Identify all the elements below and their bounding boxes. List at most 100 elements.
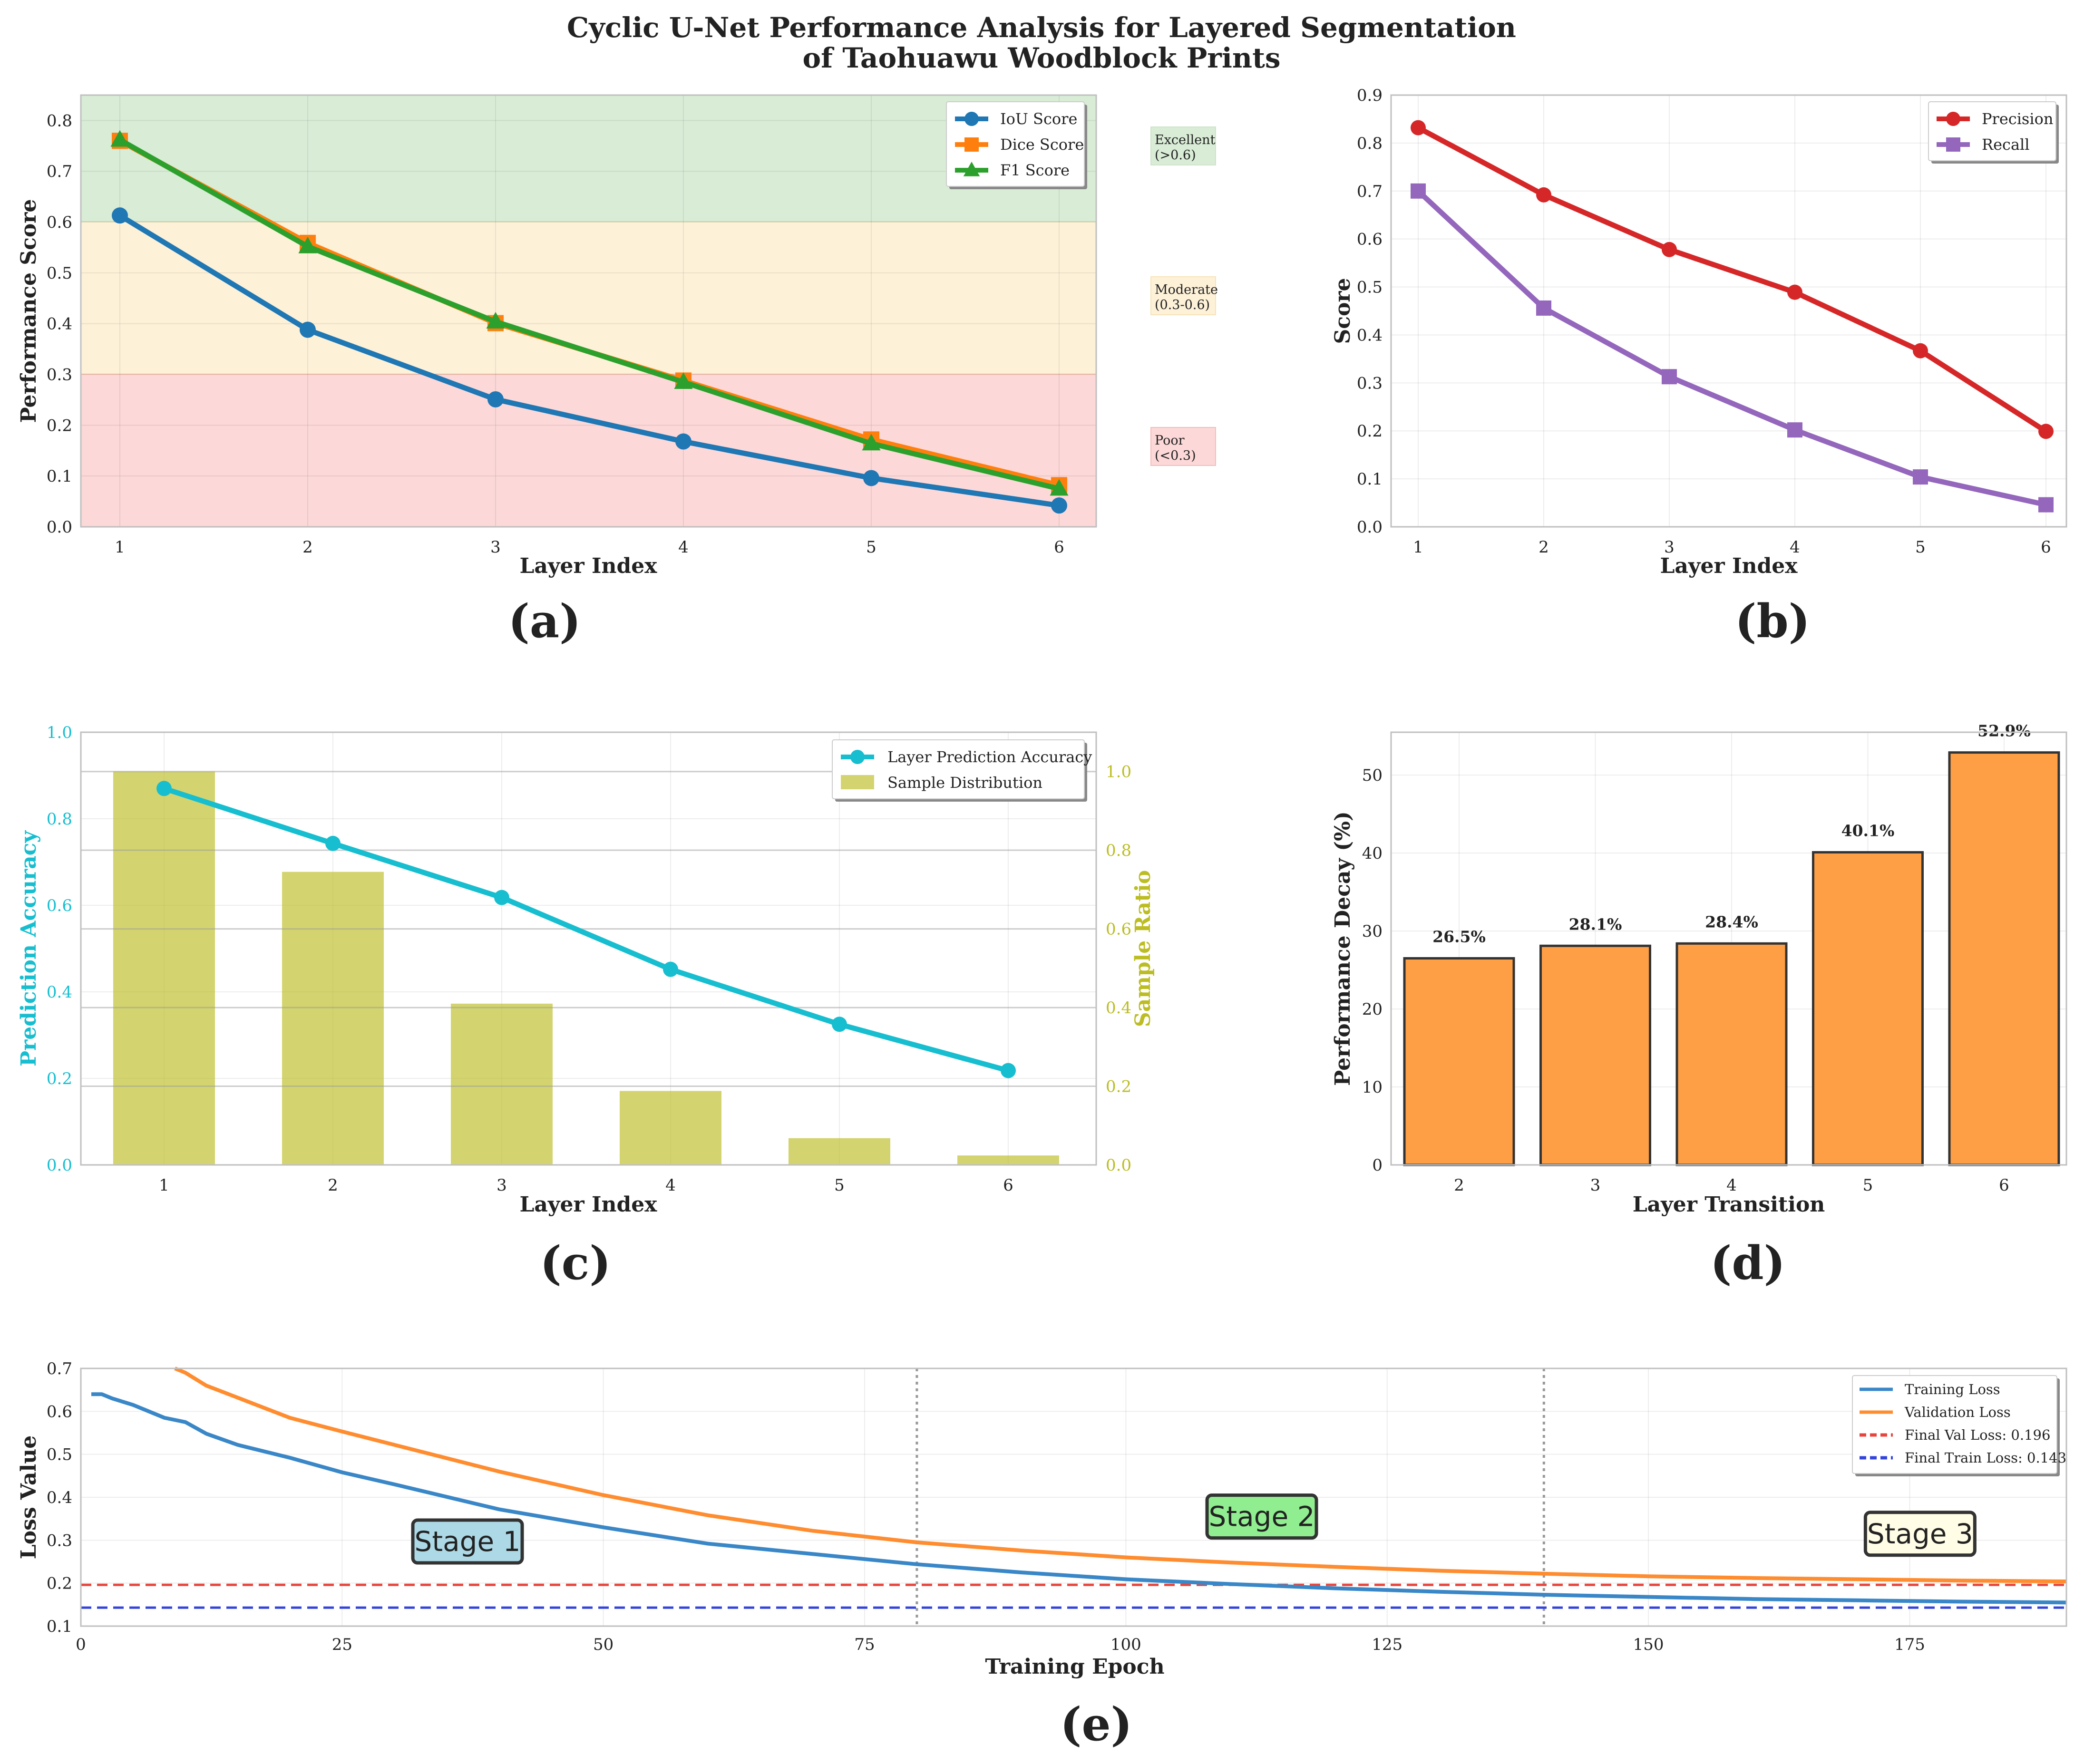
stage-annotation-box [1205,1493,1318,1540]
x-tick-label: 5 [834,1176,845,1195]
y-tick-label: 0.5 [47,264,72,283]
y-tick-label-left: 0.0 [47,1156,72,1175]
x-tick-label: 6 [1999,1176,2009,1195]
zone-label-box [1150,427,1216,466]
zone-label: (0.3-0.6) [1155,298,1210,312]
bar-value-label: 26.5% [1432,927,1486,946]
panel-label: (e) [1060,1697,1132,1751]
zone-label-box [1150,126,1216,165]
x-tick-label: 3 [497,1176,507,1195]
y-tick-label: 0.9 [1357,86,1383,105]
legend-label: Validation Loss [1904,1404,2011,1420]
series-line-recall [1416,189,2047,507]
data-point [1051,497,1067,514]
y-tick-label-left: 1.0 [47,723,72,742]
y-axis-label: Loss Value [17,1435,41,1559]
y-tick-label: 0.8 [47,111,72,130]
y-axis-label: Performance Score [17,199,41,423]
y-tick-label: 0.4 [47,315,72,334]
series-line-f1-score [118,137,1060,492]
y-tick-label-right: 0.0 [1106,1156,1131,1175]
y-tick-label: 0.2 [47,1574,72,1593]
x-tick-label: 3 [1590,1176,1601,1195]
y-tick-label: 0.7 [1357,182,1383,201]
y-tick-label-right: 0.8 [1106,841,1131,860]
x-tick-label: 4 [1726,1176,1737,1195]
decay-bar [1675,942,1788,1166]
legend-label: IoU Score [1000,110,1077,128]
legend-marker [1946,137,1960,152]
y-tick-label-left: 0.2 [47,1069,72,1088]
data-point [1001,1063,1016,1078]
data-point [1536,187,1551,203]
plot-frame [80,1367,2067,1627]
zone-label: Poor [1155,433,1185,448]
zone-label: Excellent [1155,133,1216,147]
data-point [1411,183,1426,199]
y-tick-label: 50 [1362,766,1383,785]
sample-bar [957,1155,1059,1165]
x-tick-label: 1 [1413,538,1423,557]
y-tick-label: 0.6 [47,213,72,232]
y-axis-label-right: Sample Ratio [1131,870,1155,1027]
y-tick-label: 0.2 [47,416,72,435]
zone-label: (<0.3) [1155,448,1196,463]
bar-value-label: 28.4% [1705,912,1758,931]
bar-value-label: 52.9% [1977,722,2031,740]
y-axis-label: Score [1331,278,1355,344]
y-tick-label: 0.3 [47,1531,72,1550]
stage-annotation-box [1863,1511,1977,1557]
legend-label: Training Loss [1905,1381,2000,1397]
data-point [298,236,317,253]
data-point [325,835,341,851]
data-point [674,372,693,389]
legend-label: Layer Prediction Accuracy [887,748,1092,766]
y-tick-label: 10 [1362,1078,1383,1097]
x-axis-label: Layer Index [519,1192,657,1217]
decay-bar [1948,751,2060,1166]
legend-label: Sample Distribution [887,774,1042,792]
y-tick-label: 0.6 [1357,230,1383,249]
zone-label: Moderate [1155,282,1218,297]
legend-label: F1 Score [1000,161,1070,179]
plot-frame [80,731,1097,1166]
legend-label: Precision [1982,110,2053,128]
y-tick-label-right: 1.0 [1106,763,1131,782]
validation-loss-line [174,1367,2067,1584]
x-tick-label: 25 [332,1635,352,1654]
data-point [1913,343,1928,359]
legend-label: Recall [1982,136,2030,154]
x-tick-label: 5 [1915,538,1926,557]
panel-d-performance-decay: 0 10 20 30 40 50 26.5% 2 28.1% 3 28.4% 4 40.1% 5 52.9%… [1331,722,2067,1290]
y-tick-label: 0.3 [1357,374,1383,393]
legend-marker [964,112,979,126]
x-axis-label: Layer Index [1660,554,1798,578]
y-tick-label: 0.6 [47,1402,72,1421]
panel-b-precision-recall: 0.0 0.1 0.2 0.3 0.4 0.5 0.6 0.7 0.8 0.9 1 2 3 4 5 6 Laye… [1331,86,2067,648]
y-tick-label: 0.7 [47,162,72,181]
x-axis-label: Training Epoch [985,1655,1164,1679]
data-point [1411,120,1426,136]
x-tick-label: 175 [1894,1635,1925,1654]
y-tick-label: 0.0 [47,518,72,537]
y-tick-label: 0.8 [1357,134,1383,153]
y-tick-label: 0.1 [47,1617,72,1636]
sample-bar [113,771,215,1165]
decay-bar [1403,957,1515,1166]
panel-e-training-loss: 0 25 50 75 100 125 150 175 0.1 0.2 0.3 0.4 0.5 0.6 0.7… [17,1359,2067,1751]
sample-bar [451,1003,553,1165]
zone-label: (>0.6) [1155,148,1196,163]
legend-box [946,101,1085,187]
y-tick-label: 0.4 [47,1488,72,1507]
x-tick-label: 0 [76,1635,86,1654]
x-tick-label: 2 [328,1176,338,1195]
plot-frame [1390,731,2067,1166]
x-axis-label: Layer Transition [1633,1192,1825,1217]
y-tick-label: 20 [1362,1000,1383,1019]
training-loss-line [91,1392,2067,1605]
stage-annotation-label: Stage 2 [1209,1501,1315,1533]
y-axis-label: Performance Decay (%) [1331,811,1355,1086]
decay-bar [1539,944,1651,1166]
x-tick-label: 50 [593,1635,614,1654]
x-tick-label: 125 [1372,1635,1402,1654]
